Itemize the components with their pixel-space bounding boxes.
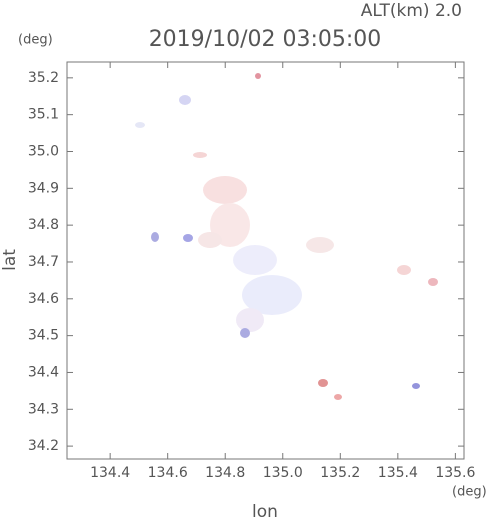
y-tick-label: 34.4 xyxy=(28,364,59,380)
x-tick-label: 135.0 xyxy=(263,465,303,481)
y-tick-label: 34.8 xyxy=(28,217,59,233)
y-axis-label: lat xyxy=(0,249,20,271)
x-tick-label: 134.8 xyxy=(205,465,245,481)
y-tick-label: 35.1 xyxy=(28,107,59,123)
y-tick-label: 34.6 xyxy=(28,291,59,307)
y-tick-label: 34.3 xyxy=(28,401,59,417)
y-tick-label: 34.7 xyxy=(28,254,59,270)
x-unit: (deg) xyxy=(452,485,487,500)
y-tick-label: 34.2 xyxy=(28,438,59,454)
x-tick-label: 134.6 xyxy=(148,465,188,481)
y-unit: (deg) xyxy=(18,33,53,48)
annotation: ALT(km) 2.0 xyxy=(361,1,462,21)
chart-title: 2019/10/02 03:05:00 xyxy=(149,27,382,52)
y-tick-label: 35.2 xyxy=(28,70,59,86)
x-axis-label: lon xyxy=(252,502,278,521)
x-tick-label: 135.6 xyxy=(435,465,475,481)
x-tick-label: 135.2 xyxy=(320,465,360,481)
y-tick-label: 35.0 xyxy=(28,143,59,159)
plot-frame xyxy=(66,61,465,460)
y-tick-label: 34.9 xyxy=(28,180,59,196)
x-tick-label: 135.4 xyxy=(378,465,418,481)
y-tick-label: 34.5 xyxy=(28,328,59,344)
echo-field xyxy=(135,73,438,400)
x-tick-label: 134.4 xyxy=(90,465,130,481)
